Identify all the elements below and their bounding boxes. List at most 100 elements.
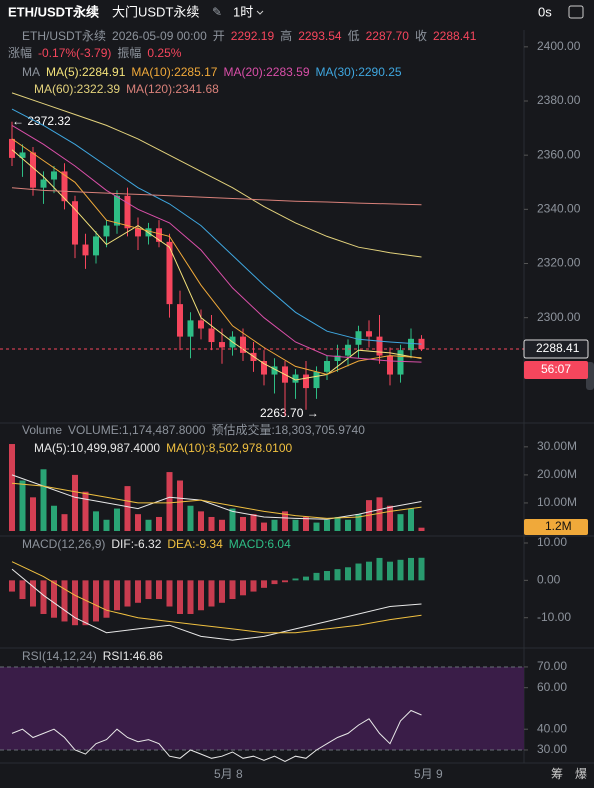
contract-name[interactable]: 大门USDT永续: [112, 4, 199, 19]
candle-body: [292, 374, 299, 383]
volume-bar: [376, 497, 383, 531]
legend-item: 涨幅: [8, 45, 32, 60]
legend-item: 预估成交量:18,303,705.9740: [211, 422, 365, 437]
edit-icon[interactable]: ✎: [212, 5, 222, 19]
candle-body: [397, 350, 404, 375]
volume-bar: [250, 514, 257, 531]
candle-body: [166, 241, 173, 305]
candle-body: [82, 244, 89, 256]
indicator-line: [11, 568, 422, 641]
symbol[interactable]: ETH/USDT永续: [8, 4, 99, 19]
volume-bar: [135, 514, 141, 531]
top-bar: ETH/USDT永续 大门USDT永续 ✎ 1时 0s: [8, 4, 584, 19]
candle-body: [93, 236, 99, 256]
legend-item: RSI1:46.86: [103, 649, 163, 663]
macd-bar: [145, 580, 152, 600]
candle-body: [103, 225, 110, 237]
volume-bar: [208, 516, 215, 531]
macd-bar: [397, 559, 404, 581]
countdown-box: [524, 361, 588, 380]
legend-row: MA(5):10,499,987.4000 MA(10):8,502,978.01…: [34, 441, 293, 455]
macd-bar: [124, 580, 131, 607]
price-tag-box: [523, 339, 589, 359]
volume-bar: [355, 514, 362, 531]
volume-bar: [177, 480, 183, 531]
y-tick-label: -10.00: [537, 610, 571, 624]
volume-bar: [261, 522, 267, 531]
volume-bar: [408, 508, 414, 531]
macd-bar: [240, 580, 246, 596]
legend-item: 收: [415, 29, 427, 43]
candle-body: [156, 228, 162, 242]
volume-bar: [397, 514, 404, 531]
indicator-line: [11, 482, 422, 519]
macd-bar: [261, 580, 267, 588]
macd-bar: [208, 580, 215, 607]
volume-bar: [72, 474, 78, 531]
macd-bar: [292, 578, 299, 581]
macd-bar: [250, 580, 257, 592]
indicator-line: [11, 149, 422, 381]
volume-bar: [345, 519, 351, 531]
indicator-line: [11, 474, 422, 520]
macd-bar: [135, 580, 141, 603]
macd-bar: [114, 580, 120, 611]
legend-item: ETH/USDT永续: [22, 29, 106, 43]
volume-bar: [124, 486, 131, 531]
candle-body: [324, 361, 330, 372]
legend-row: ETH/USDT永续 2026-05-09 00:00 开 2292.19 高 2293.…: [22, 28, 477, 43]
macd-bar: [219, 580, 225, 603]
countdown: 56:07: [541, 362, 571, 376]
y-tick-label: 0.00: [537, 573, 561, 587]
macd-bar: [271, 580, 278, 585]
fullscreen-icon[interactable]: [568, 5, 584, 19]
pane-separators: [0, 30, 594, 764]
legend-item: 2292.19: [231, 29, 275, 43]
legend-item: 2026-05-09 00:00: [112, 29, 207, 43]
volume-bar: [292, 519, 299, 531]
legend-row: 涨幅 -0.17%(-3.79) 振幅 0.25%: [8, 45, 182, 60]
legend-item: DEA:-9.34: [167, 537, 223, 551]
rsi-band: [0, 666, 524, 750]
volume-bar: [114, 508, 120, 531]
volume-bar: [229, 508, 236, 531]
candle-body: [124, 195, 131, 229]
macd-bar: [103, 580, 110, 618]
legend-item: MA: [22, 65, 40, 79]
volume-bar: [240, 516, 246, 531]
y-tick-label: 2400.00: [537, 39, 581, 53]
interval[interactable]: 1时: [233, 4, 253, 19]
legend-item: MACD:6.04: [229, 537, 291, 551]
macd-bar: [282, 580, 288, 583]
volume-bar: [51, 505, 57, 531]
macd-bar: [408, 557, 414, 581]
indicator-line: [11, 138, 422, 376]
macd-bar: [93, 580, 99, 622]
macd-bar: [51, 580, 57, 618]
x-date-label: 5月 9: [414, 767, 443, 781]
legend-item: MA(5):2284.91: [46, 65, 126, 79]
volume-bar: [166, 472, 173, 531]
tool-button[interactable]: 爆: [575, 767, 587, 781]
candle-body: [61, 171, 68, 202]
candle-body: [19, 152, 26, 158]
macd-bar: [387, 561, 393, 581]
candle-body: [334, 355, 341, 361]
legend-item: 低: [348, 29, 360, 43]
volume-bar: [313, 522, 320, 531]
y-tick-label: 2300.00: [537, 310, 581, 324]
legend-item: MA(5):10,499,987.4000: [34, 441, 160, 455]
macd-bar: [345, 567, 351, 581]
volume-bar: [61, 514, 68, 531]
macd-bar: [187, 580, 194, 614]
tool-button[interactable]: 筹: [551, 767, 563, 781]
candle-body: [366, 331, 372, 337]
indicator-line: [11, 709, 422, 762]
candle-body: [30, 152, 36, 188]
y-tick-label: 2380.00: [537, 93, 581, 107]
legend-item: VOLUME:1,174,487.8000: [68, 423, 206, 437]
macd-bar: [166, 580, 173, 607]
macd-bar: [72, 580, 78, 626]
legend-row: MA(60):2322.39 MA(120):2341.68: [34, 82, 219, 96]
volume-bar: [82, 491, 89, 531]
